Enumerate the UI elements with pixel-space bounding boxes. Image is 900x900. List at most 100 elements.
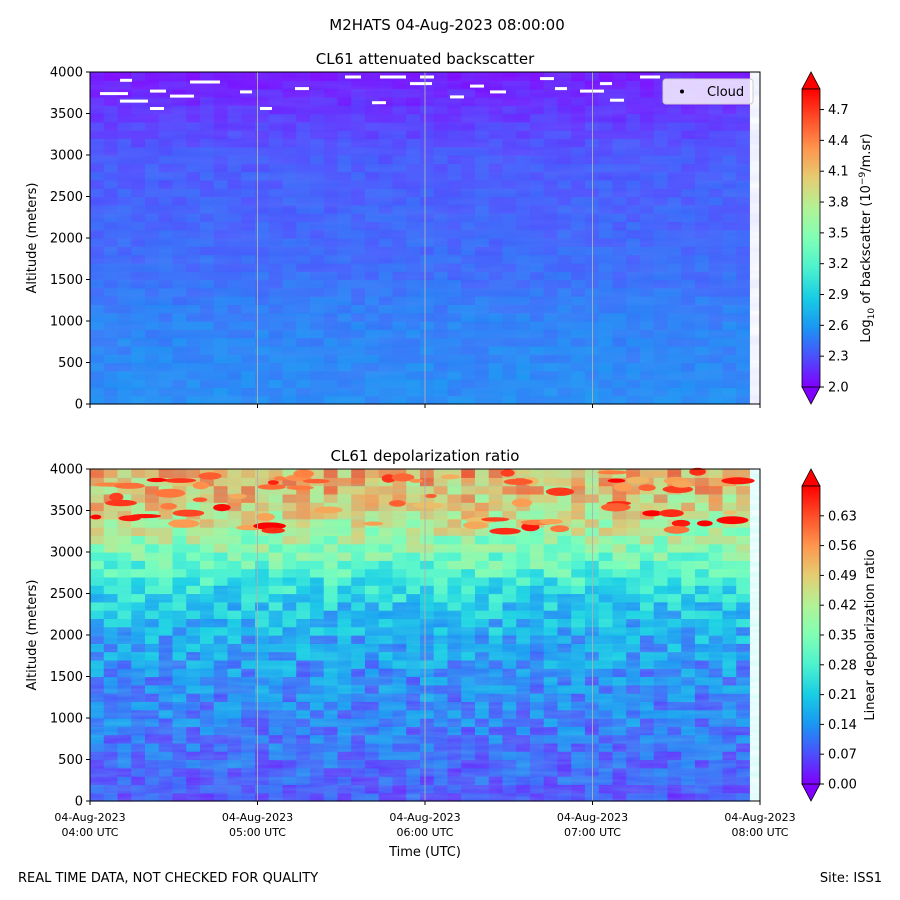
heatmap-cell [419,246,435,256]
heatmap-cell [488,221,504,231]
heatmap-cell [323,163,339,173]
heatmap-cell [406,213,421,222]
heatmap-cell [708,354,724,364]
heatmap-cell [117,213,132,222]
depolarization-patch [503,478,533,485]
heatmap-cell [296,238,311,247]
heatmap-cell [172,105,187,115]
heatmap-cell [447,362,462,372]
heatmap-cell [447,130,462,139]
heatmap-cell [571,155,586,164]
heatmap-cell [571,246,586,256]
heatmap-cell [103,138,119,148]
heatmap-cell [419,337,435,347]
heatmap-cell [639,246,655,256]
heatmap-cell [474,130,490,139]
heatmap-cell [199,296,215,305]
heatmap-cell [543,287,559,297]
heatmap-cell [502,254,517,264]
depolarization-patch [388,500,406,507]
heatmap-cell [90,221,105,231]
heatmap-cell [392,171,407,181]
heatmap-cell [626,345,641,355]
heatmap-cell [199,179,215,189]
heatmap-cell [433,121,449,131]
heatmap-cell [351,370,366,380]
heatmap-cell [227,362,242,372]
heatmap-cell [557,221,572,231]
heatmap-cell [488,130,504,139]
heatmap-cell [722,188,737,198]
heatmap-cell [90,262,105,272]
heatmap-cell [543,105,559,115]
heatmap-cell [461,362,476,372]
heatmap-cell [488,163,504,173]
heatmap-cell [378,113,394,123]
heatmap-cell [392,345,407,355]
heatmap-cell [131,171,146,181]
heatmap-cell [681,238,696,247]
heatmap-cell [103,179,119,189]
heatmap-cell [598,130,614,139]
heatmap-cell [419,155,435,164]
heatmap-cell [626,96,641,106]
heatmap-cell [626,105,641,115]
heatmap-cell [543,155,559,164]
heatmap-cell [282,113,297,123]
heatmap-cell [529,379,545,388]
heatmap-cell [323,254,339,264]
heatmap-cell [227,188,242,198]
heatmap-cell [323,179,339,189]
cloud-legend[interactable]: Cloud [662,78,754,105]
heatmap-cell [461,345,476,355]
heatmap-cell [145,130,160,139]
heatmap-cell [392,279,407,289]
heatmap-cell [241,80,256,90]
heatmap-cell [626,155,641,164]
heatmap-cell [529,88,545,98]
heatmap-cell [722,204,737,214]
heatmap-cell [639,171,655,181]
heatmap-cell [117,121,132,131]
heatmap-cell [392,179,407,189]
heatmap-cell [571,337,586,347]
heatmap-cell [488,155,504,164]
heatmap-cell [172,238,187,247]
depolarization-patch [286,485,314,490]
heatmap-cell [392,204,407,214]
heatmap-cell [186,304,201,314]
heatmap-cell [626,121,641,131]
heatmap-cell [419,279,435,289]
heatmap-cell [502,88,517,98]
heatmap-cell [90,329,105,339]
heatmap-cell [351,304,366,314]
heatmap-cell [474,188,490,198]
heatmap-cell [337,287,352,297]
heatmap-cell [461,113,476,123]
heatmap-cell [461,80,476,90]
heatmap-cell [667,262,682,272]
heatmap-cell [254,121,270,131]
heatmap-cell [516,312,531,322]
heatmap-cell [241,271,256,281]
heatmap-cell [131,312,146,322]
heatmap-cell [667,163,682,173]
heatmap-cell [392,246,407,256]
heatmap-cell [461,262,476,272]
heatmap-cell [516,155,531,164]
heatmap-cell [392,105,407,115]
heatmap-cell [543,362,559,372]
heatmap-cell [186,171,201,181]
heatmap-cell [158,171,174,181]
heatmap-cell [502,271,517,281]
heatmap-cell [309,395,325,405]
heatmap-cell [378,121,394,131]
heatmap-cell [351,329,366,339]
heatmap-cell [626,146,641,156]
heatmap-cell [447,304,462,314]
heatmap-cell [103,254,119,264]
heatmap-cell [296,155,311,164]
heatmap-cell [351,287,366,297]
heatmap-cell [571,379,586,388]
heatmap-cell [722,321,737,330]
